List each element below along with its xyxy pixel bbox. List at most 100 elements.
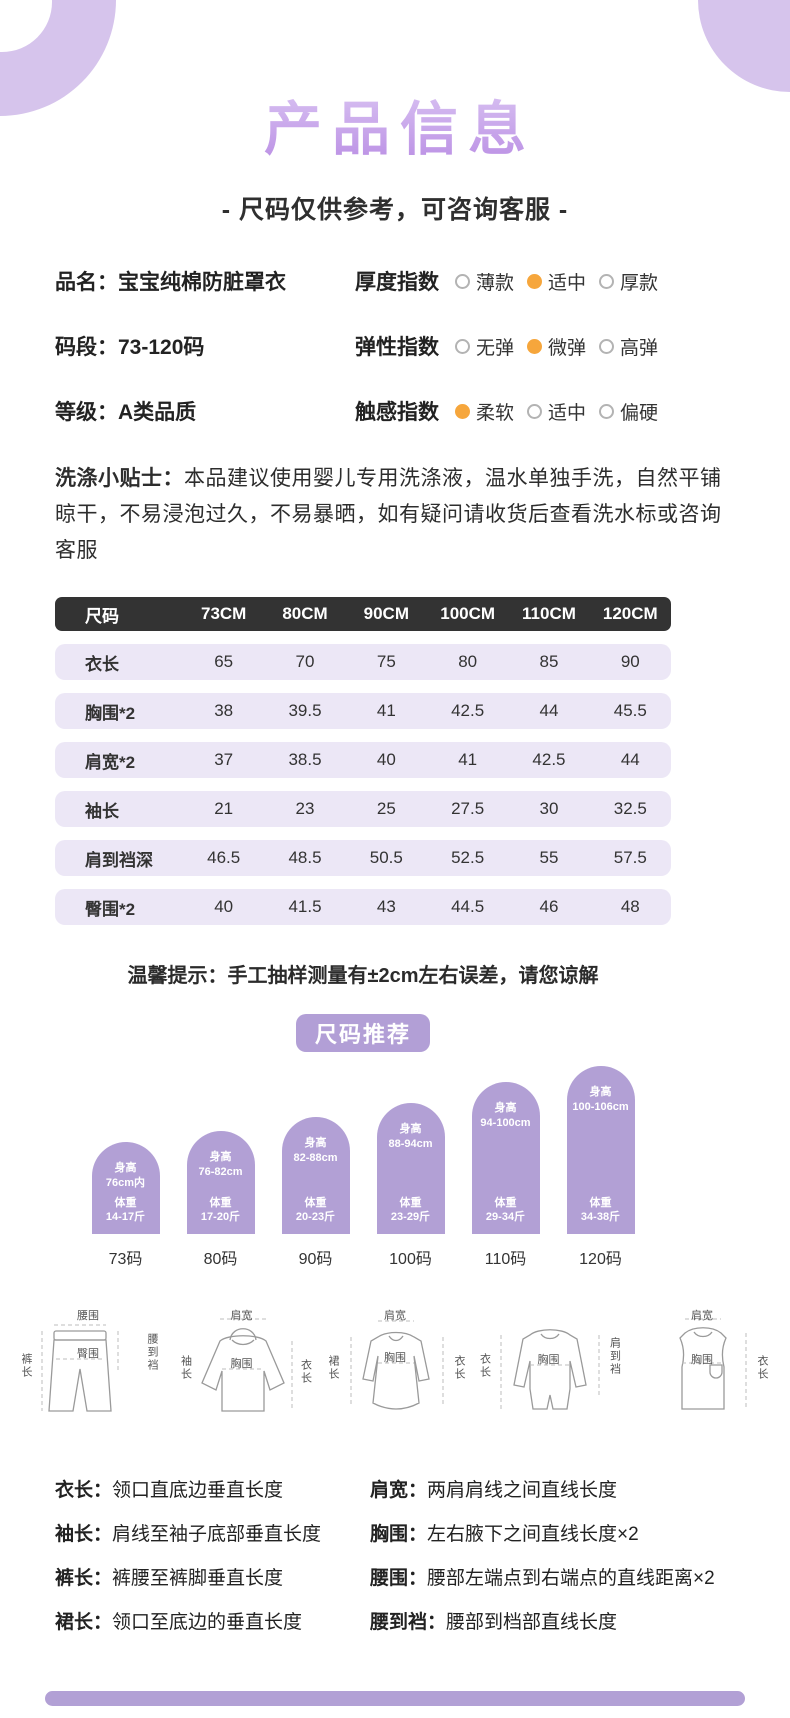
weight-block: 体重 14-17斤 (94, 1196, 158, 1226)
table-header-cell: 90CM (363, 604, 409, 624)
table-cell: 85 (539, 652, 559, 672)
dress-shoulder-label: 肩宽 (384, 1310, 406, 1323)
table-header-cell: 110CM (522, 604, 576, 624)
table-cell: 37 (214, 750, 234, 770)
size-recommendation-item: 身高 100-106cm 体重 34-38斤 120码 (566, 1066, 635, 1269)
radio-icon (599, 403, 615, 419)
size-code-label: 100码 (389, 1251, 432, 1269)
weight-value: 17-20斤 (200, 1211, 241, 1224)
radio-icon (455, 338, 470, 354)
index-thickness: 厚度指数 薄款 适中 厚款 (355, 266, 735, 296)
table-row-label: 肩宽*2 (85, 752, 136, 772)
weight-value: 20-23斤 (295, 1211, 336, 1224)
romper-rise-label: 肩到裆 (608, 1337, 621, 1377)
table-cell: 75 (376, 652, 396, 672)
size-code-label: 110码 (484, 1251, 527, 1269)
thickness-option: 薄款 (455, 268, 514, 295)
dress-length-label: 衣长 (453, 1355, 465, 1382)
hoodie-shoulder-label: 肩宽 (230, 1310, 253, 1323)
table-cell: 44.5 (451, 897, 485, 917)
table-cell: 42.5 (451, 701, 485, 721)
table-header-cell: 73CM (200, 604, 247, 624)
table-cell: 40 (376, 750, 396, 770)
definition-item: 裙长：领口至底边的垂直长度 (55, 1612, 303, 1634)
diagram-dress: 肩宽 裙长 胸围 衣长 (321, 1307, 469, 1431)
radio-icon (527, 338, 543, 354)
table-cell: 40 (214, 897, 234, 917)
weight-block: 体重 20-23斤 (284, 1196, 348, 1226)
measurement-note: 温馨提示：手工抽样测量有±2cm左右误差，请您谅解 (127, 965, 599, 988)
definition-item: 腰到裆：腰部到档部直线长度 (370, 1612, 618, 1634)
table-cell: 32.5 (613, 799, 647, 819)
radio-icon (455, 403, 470, 419)
index-label: 弹性指数 (355, 336, 439, 359)
weight-label: 体重 (399, 1196, 422, 1209)
table-row: 肩到裆深 46.5 48.5 50.5 52.5 55 57.5 (55, 840, 671, 877)
size-recommendation-item: 身高 88-94cm 体重 23-29斤 100码 (376, 1103, 445, 1269)
table-cell: 41.5 (288, 897, 322, 917)
vest-drawing (679, 1318, 747, 1410)
field-name: 品名： 宝宝纯棉防脏罩衣 (55, 266, 355, 296)
table-header-cell: 100CM (440, 604, 496, 624)
definition-item: 衣长：领口直底边垂直长度 (55, 1480, 284, 1502)
field-label: 等级： (55, 401, 118, 424)
size-table-header: 尺码 73CM 80CM 90CM 100CM 110CM 120CM (55, 597, 671, 632)
touch-option: 偏硬 (599, 398, 658, 425)
table-cell: 27.5 (451, 799, 485, 819)
radio-icon (527, 403, 543, 419)
field-label: 码段： (55, 336, 118, 359)
dress-skirt-length-label: 裙长 (327, 1355, 339, 1382)
bottom-decoration-bar (45, 1691, 745, 1706)
definition-item: 腰围：腰部左端点到右端点的直线距离×2 (370, 1568, 715, 1590)
weight-block: 体重 34-38斤 (569, 1196, 633, 1226)
radio-icon (599, 273, 615, 289)
height-block: 身高 76-82cm (189, 1150, 253, 1180)
weight-label: 体重 (589, 1196, 612, 1209)
product-field-row: 品名： 宝宝纯棉防脏罩衣 厚度指数 薄款 适中 厚款 (55, 266, 735, 296)
diagram-pants: 腰围 裤长 臀围 腰到裆 (14, 1307, 162, 1431)
field-value: 73-120码 (118, 336, 205, 359)
height-value: 88-94cm (388, 1138, 433, 1151)
size-recommendation-chart: 身高 76cm内 体重 14-17斤 73码 身高 76 (55, 1066, 671, 1269)
table-cell: 52.5 (451, 848, 485, 868)
table-row-label: 衣长 (85, 654, 119, 674)
wash-tips-text: 本品建议使用婴儿专用洗涤液，温水单独手洗，自然平铺晾干，不易浸泡过久，不易暴晒，… (55, 467, 722, 563)
measurement-diagrams: 腰围 裤长 臀围 腰到裆 肩宽 袖长 胸围 衣长 (0, 1307, 790, 1431)
height-block: 身高 76cm内 (94, 1161, 158, 1191)
hoodie-drawing (200, 1318, 292, 1412)
index-touch: 触感指数 柔软 适中 偏硬 (355, 396, 735, 426)
page-title: 产品信息 (0, 82, 790, 166)
definition-item: 裤长：裤腰至裤脚垂直长度 (55, 1568, 284, 1590)
elasticity-option: 微弹 (527, 333, 586, 360)
table-cell: 70 (295, 652, 315, 672)
height-label: 身高 (209, 1151, 232, 1164)
field-label: 品名： (55, 271, 118, 294)
table-cell: 23 (295, 799, 315, 819)
size-arch: 身高 76cm内 体重 14-17斤 (91, 1142, 160, 1235)
table-row-label: 肩到裆深 (85, 850, 153, 870)
weight-value: 29-34斤 (485, 1211, 526, 1224)
elasticity-option: 无弹 (455, 333, 514, 360)
radio-icon (527, 273, 543, 289)
table-cell: 42.5 (532, 750, 566, 770)
pants-rise-label: 腰到裆 (146, 1333, 158, 1373)
vest-chest-label: 胸围 (691, 1354, 713, 1367)
index-elasticity: 弹性指数 无弹 微弹 高弹 (355, 331, 735, 361)
size-code-label: 90码 (298, 1251, 333, 1269)
product-field-row: 等级： A类品质 触感指数 柔软 适中 偏硬 (55, 396, 735, 426)
table-row: 袖长 21 23 25 27.5 30 32.5 (55, 791, 671, 828)
touch-option: 适中 (527, 398, 586, 425)
table-cell: 43 (376, 897, 396, 917)
romper-length-label: 衣长 (478, 1353, 491, 1380)
weight-block: 体重 23-29斤 (379, 1196, 443, 1226)
height-value: 82-88cm (293, 1152, 338, 1165)
size-recommendation-item: 身高 82-88cm 体重 20-23斤 90码 (281, 1117, 350, 1269)
size-recommendation-item: 身高 76cm内 体重 14-17斤 73码 (91, 1142, 160, 1269)
size-code-label: 120码 (579, 1251, 622, 1269)
weight-label: 体重 (114, 1196, 137, 1209)
table-cell: 57.5 (613, 848, 647, 868)
table-cell: 44 (620, 750, 640, 770)
height-label: 身高 (114, 1162, 137, 1175)
definitions-right-column: 肩宽：两肩肩线之间直线长度 胸围：左右腋下之间直线长度×2 腰围：腰部左端点到右… (370, 1475, 735, 1651)
height-value: 76-82cm (198, 1166, 243, 1179)
